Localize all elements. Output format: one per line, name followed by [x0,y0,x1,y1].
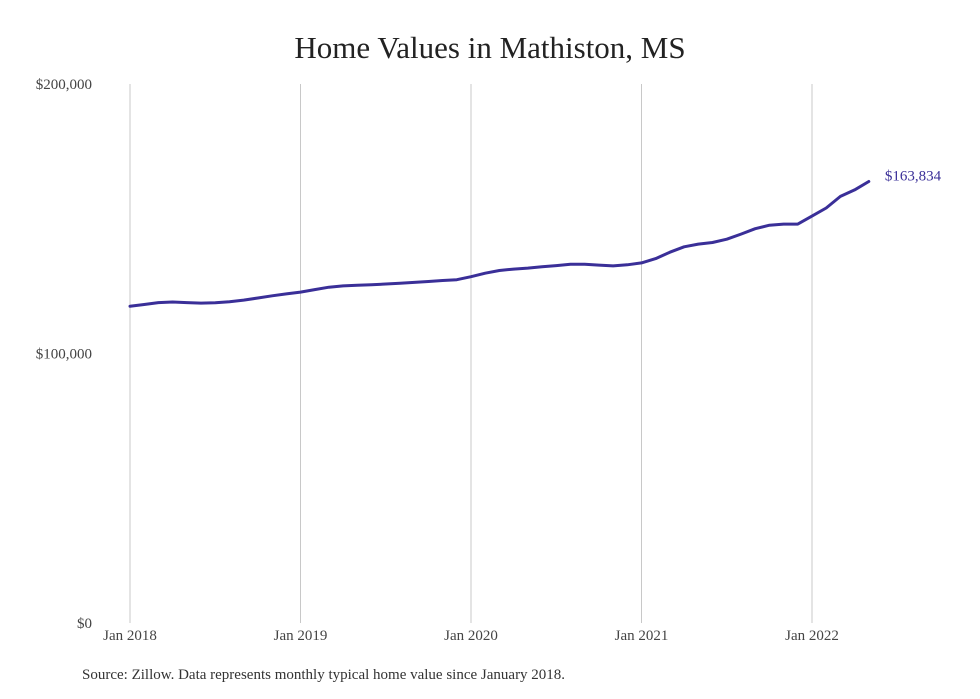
y-tick-label: $0 [77,616,92,632]
series-line [128,180,871,308]
chart-title: Home Values in Mathiston, MS [294,30,686,65]
end-value-label: $163,834 [885,168,942,184]
x-tick-label: Jan 2021 [615,628,669,644]
y-tick-label: $200,000 [36,77,92,93]
x-tick-label: Jan 2022 [785,628,839,644]
x-tick-label: Jan 2018 [103,628,157,644]
source-note: Source: Zillow. Data represents monthly … [82,667,566,683]
x-tick-label: Jan 2019 [274,628,328,644]
x-tick-label: Jan 2020 [444,628,498,644]
y-tick-label: $100,000 [36,347,92,363]
